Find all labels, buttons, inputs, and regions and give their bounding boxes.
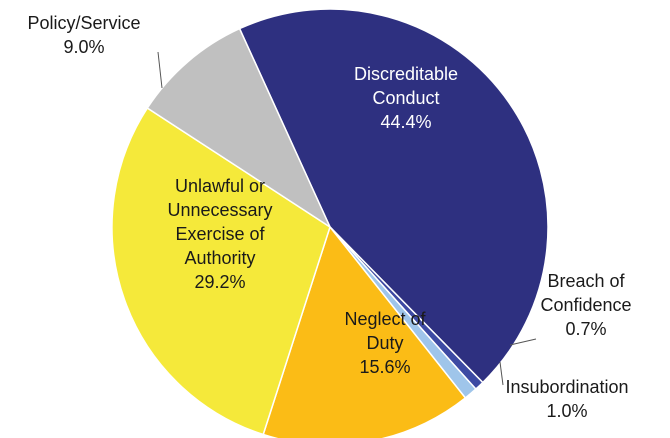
data-label-neglect-of-duty: Neglect of Duty 15.6% <box>344 309 426 377</box>
data-label-discreditable-conduct: Discreditable Conduct 44.4% <box>354 64 458 132</box>
leader-lines <box>157 51 537 386</box>
data-label-unlawful-or-unnecessary-exercise-of-authority: Unlawful or Unnecessary Exercise of Authori… <box>167 176 272 292</box>
leader-line-insubordination <box>499 361 504 386</box>
leader-line-policy-service <box>157 51 163 89</box>
data-label-insubordination: Insubordination 1.0% <box>505 377 628 421</box>
pie-slices <box>111 8 549 438</box>
leader-line-breach-of-confidence <box>509 338 537 346</box>
slice-labels: Discreditable Conduct 44.4% Breach of Confid… <box>27 13 631 421</box>
pie-slice-discreditable-conduct <box>238 8 549 384</box>
pie-slice-policy-service <box>146 27 332 230</box>
data-label-breach-of-confidence: Breach of Confidence 0.7% <box>540 271 631 339</box>
pie-slice-unlawful-or-unnecessary-exercise-of-authority <box>111 107 331 436</box>
data-label-policy-service: Policy/Service 9.0% <box>27 13 140 57</box>
